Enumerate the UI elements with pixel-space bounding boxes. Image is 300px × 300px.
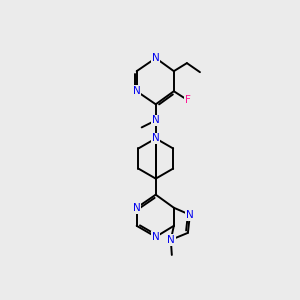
Text: N: N xyxy=(186,210,194,220)
Text: N: N xyxy=(133,203,141,213)
Text: F: F xyxy=(185,95,191,105)
Text: N: N xyxy=(167,235,175,245)
Text: N: N xyxy=(133,86,141,96)
Text: N: N xyxy=(152,116,160,125)
Text: N: N xyxy=(152,232,160,242)
Text: N: N xyxy=(152,134,160,143)
Text: N: N xyxy=(152,53,160,63)
